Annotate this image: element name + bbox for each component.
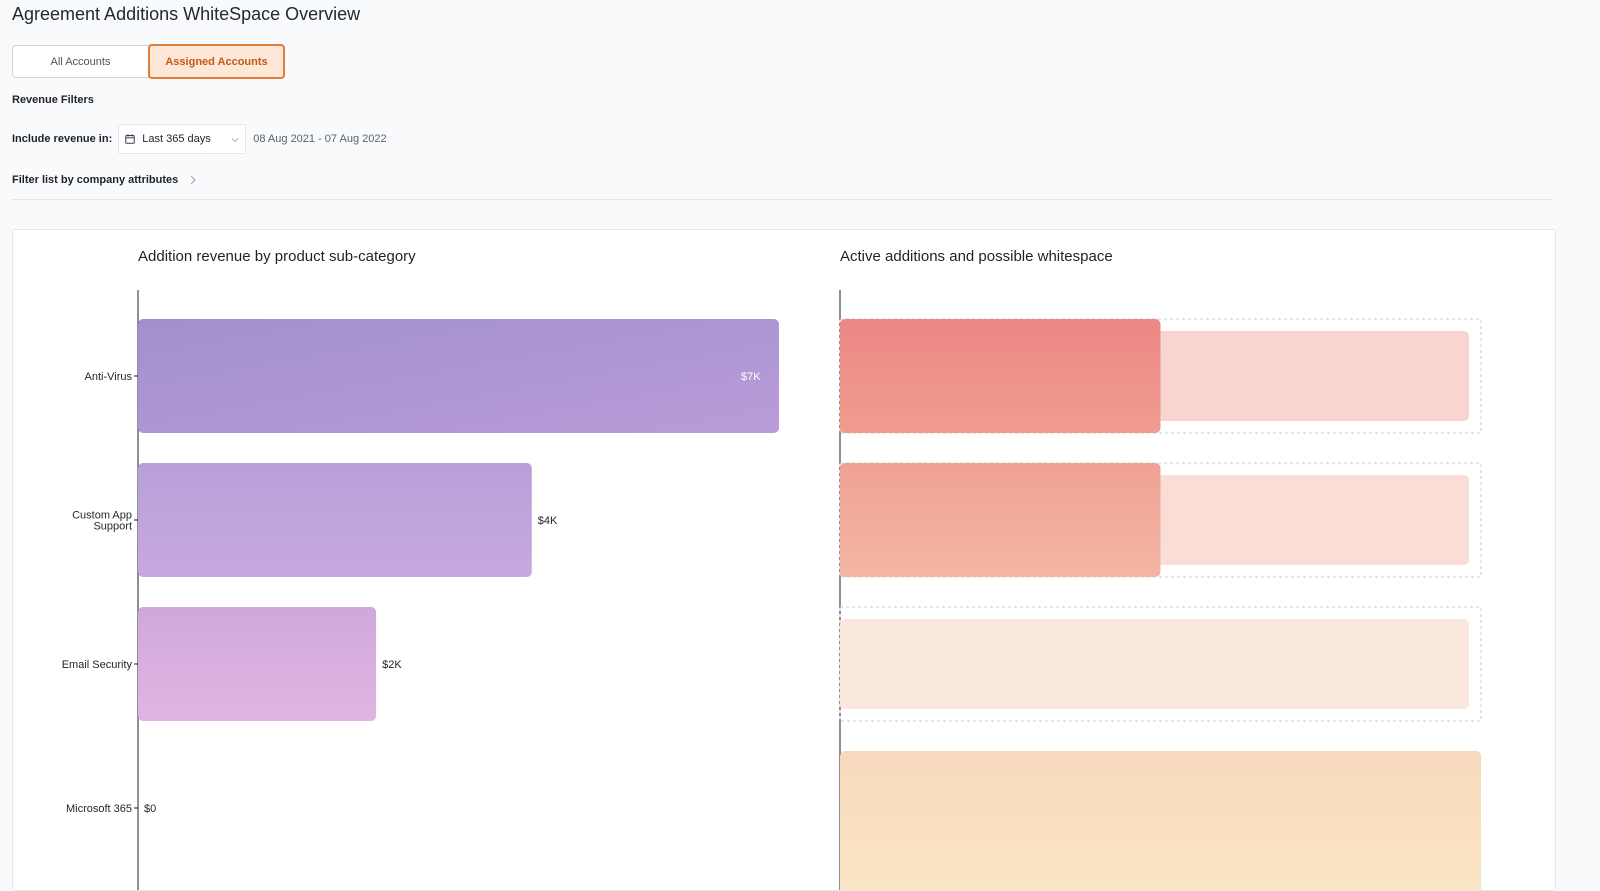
active-addition-bar[interactable]	[840, 751, 1481, 890]
assigned-accounts-button[interactable]: Assigned Accounts	[148, 44, 285, 79]
company-attributes-filter[interactable]: Filter list by company attributes	[12, 174, 196, 186]
account-scope-toggle: All Accounts Assigned Accounts	[12, 44, 285, 80]
bar-value-label: $2K	[382, 659, 402, 671]
include-revenue-label: Include revenue in:	[12, 133, 113, 145]
revenue-period-row: Include revenue in: Last 365 days 08 Aug…	[12, 124, 387, 154]
whitespace-chart-title: Active additions and possible whitespace	[840, 248, 1113, 265]
revenue-chart-title: Addition revenue by product sub-category	[138, 248, 416, 265]
chevron-right-icon	[190, 175, 196, 185]
charts-panel: Addition revenue by product sub-category…	[12, 229, 1556, 891]
page-title: Agreement Additions WhiteSpace Overview	[12, 4, 361, 24]
revenue-bar[interactable]	[138, 319, 779, 433]
y-tick-label: Anti-Virus	[85, 371, 133, 383]
active-addition-bar[interactable]	[840, 319, 1161, 433]
revenue-bar[interactable]	[138, 463, 532, 577]
chevron-down-icon	[231, 138, 239, 143]
period-select[interactable]: Last 365 days	[118, 124, 247, 154]
active-addition-bar[interactable]	[840, 463, 1161, 577]
revenue-bar-chart: Anti-Virus $7K Custom App Support $4K Email S…	[62, 290, 779, 890]
period-select-value: Last 365 days	[142, 133, 211, 145]
bar-value-label: $7K	[741, 371, 761, 383]
charts-svg: Anti-Virus $7K Custom App Support $4K Email S…	[62, 290, 1482, 890]
bar-value-label: $4K	[538, 515, 558, 527]
revenue-bar[interactable]	[138, 607, 377, 721]
date-range-text: 08 Aug 2021 - 07 Aug 2022	[253, 133, 387, 145]
y-tick-label: Custom App Support	[72, 510, 132, 533]
bar-value-label: $0	[144, 803, 156, 815]
company-attributes-filter-label: Filter list by company attributes	[12, 174, 179, 186]
all-accounts-button[interactable]: All Accounts	[12, 45, 149, 78]
whitespace-bar[interactable]	[840, 619, 1469, 709]
y-tick-label: Email Security	[62, 659, 133, 671]
y-tick-label: Microsoft 365	[66, 803, 132, 815]
whitespace-bar-chart	[839, 290, 1482, 890]
calendar-icon	[125, 134, 135, 144]
divider	[12, 199, 1553, 200]
revenue-filters-heading: Revenue Filters	[12, 94, 94, 106]
